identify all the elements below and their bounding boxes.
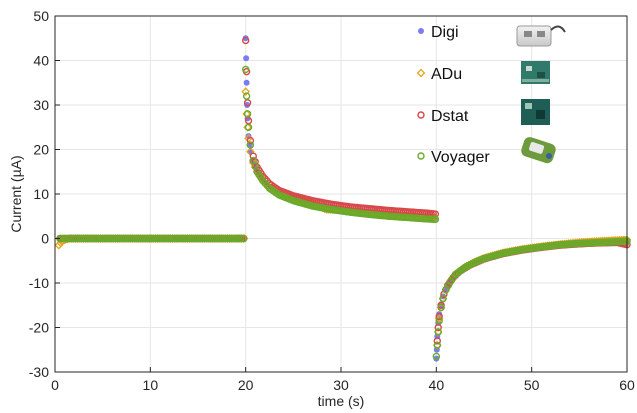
y-tick-label: 10 bbox=[33, 186, 49, 202]
legend-label: Voyager bbox=[431, 149, 490, 166]
y-tick-label: -20 bbox=[29, 320, 49, 336]
data-point bbox=[246, 141, 255, 149]
data-point bbox=[437, 301, 445, 309]
data-point bbox=[417, 152, 425, 160]
data-point bbox=[440, 290, 448, 298]
voyager-device-image bbox=[521, 137, 556, 164]
data-point bbox=[432, 352, 441, 361]
y-tick-label: 40 bbox=[33, 53, 49, 69]
data-point bbox=[54, 240, 64, 250]
data-point bbox=[244, 123, 253, 131]
data-point bbox=[243, 79, 250, 86]
data-point bbox=[436, 311, 443, 318]
x-tick-label: 40 bbox=[429, 377, 445, 393]
data-point bbox=[243, 110, 252, 118]
data-point bbox=[431, 215, 440, 224]
data-point bbox=[244, 102, 251, 108]
series-adu bbox=[54, 87, 632, 350]
legend-entry-dstat: Dstat bbox=[417, 108, 469, 125]
data-point bbox=[246, 136, 255, 145]
data-point bbox=[433, 337, 441, 345]
y-axis-label: Current (µA) bbox=[8, 155, 24, 232]
data-point bbox=[438, 302, 445, 309]
data-point bbox=[439, 294, 447, 303]
legend-entry-voyager: Voyager bbox=[417, 149, 490, 166]
data-point bbox=[416, 68, 426, 78]
x-tick-label: 10 bbox=[143, 377, 159, 393]
y-tick-label: -10 bbox=[29, 275, 49, 291]
y-tick-label: 30 bbox=[33, 97, 49, 113]
x-tick-label: 60 bbox=[619, 377, 635, 393]
data-point bbox=[417, 111, 425, 119]
data-point bbox=[242, 92, 251, 100]
legend-label: Dstat bbox=[431, 108, 469, 125]
legend-entry-adu: ADu bbox=[416, 66, 462, 83]
data-point bbox=[433, 355, 440, 362]
data-point bbox=[434, 328, 442, 336]
legend-label: ADu bbox=[431, 66, 462, 83]
data-point bbox=[242, 35, 249, 42]
y-tick-label: 50 bbox=[33, 8, 49, 24]
dstat-board-image bbox=[521, 99, 550, 125]
y-tick-label: -30 bbox=[29, 364, 49, 380]
data-point bbox=[437, 303, 445, 312]
legend-label: Digi bbox=[431, 24, 459, 41]
axis-labels: time (s) Current (µA) bbox=[8, 155, 364, 409]
data-point bbox=[435, 312, 443, 321]
y-tick-label: 20 bbox=[33, 142, 49, 158]
data-point bbox=[241, 36, 250, 45]
series-digi bbox=[56, 35, 630, 362]
data-point bbox=[241, 65, 250, 74]
data-point bbox=[433, 341, 441, 349]
data-point bbox=[240, 234, 248, 243]
series-voyager bbox=[56, 65, 631, 361]
x-tick-label: 20 bbox=[238, 377, 254, 393]
x-tick-label: 50 bbox=[524, 377, 540, 393]
data-point bbox=[243, 99, 252, 107]
data-point bbox=[435, 317, 443, 325]
data-point bbox=[241, 87, 250, 96]
x-tick-label: 0 bbox=[51, 377, 59, 393]
x-tick-label: 30 bbox=[333, 377, 349, 393]
data-point bbox=[434, 323, 442, 332]
y-tick-label: 0 bbox=[41, 231, 49, 247]
legend: Digi ADu Dstat Voyager bbox=[416, 24, 490, 166]
data-point bbox=[237, 234, 245, 243]
data-point bbox=[243, 55, 250, 62]
digi-device-image bbox=[516, 25, 566, 47]
series-layer bbox=[54, 35, 632, 362]
data-point bbox=[418, 28, 424, 34]
x-axis-label: time (s) bbox=[318, 393, 365, 409]
legend-entry-digi: Digi bbox=[418, 24, 459, 41]
ticks: 0 10 20 30 40 50 60 -30 -20 -10 0 10 20 30 40 50 bbox=[29, 8, 635, 393]
adu-board-image bbox=[521, 61, 550, 84]
